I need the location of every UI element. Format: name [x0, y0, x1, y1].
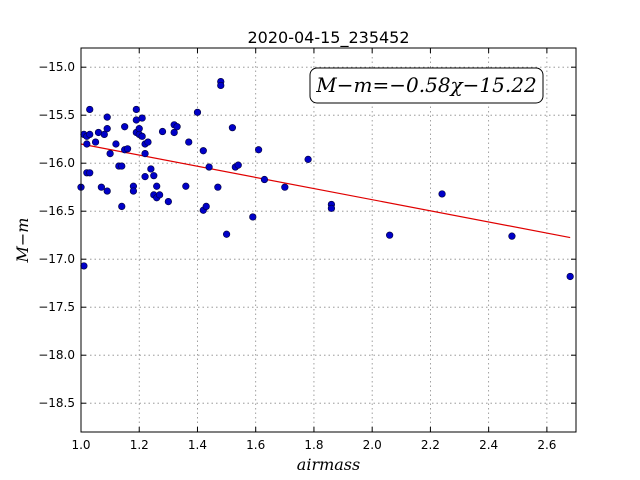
data-point: [327, 204, 336, 212]
x-axis-label: airmass: [297, 455, 360, 474]
data-point: [141, 150, 149, 158]
y-tick-label: −17.5: [38, 300, 75, 314]
x-tick-label: 1.6: [246, 438, 265, 452]
data-point: [228, 124, 237, 132]
data-point: [132, 105, 140, 114]
data-point: [103, 187, 111, 195]
data-point: [141, 173, 149, 181]
data-point: [234, 161, 242, 169]
fit-line: [80, 143, 571, 239]
equation-annotation: M−m=−0.58χ−15.22: [309, 67, 544, 104]
data-point: [144, 138, 152, 146]
x-tick-label: 1.4: [188, 438, 207, 452]
data-point: [386, 231, 394, 239]
data-point: [255, 146, 263, 154]
data-point: [86, 105, 94, 114]
data-point: [112, 140, 120, 148]
data-point: [138, 114, 146, 122]
plot-background: [81, 48, 576, 432]
x-tick-label: 2.2: [421, 438, 440, 452]
data-point: [138, 132, 146, 140]
grid: [81, 48, 576, 432]
data-point: [86, 169, 94, 177]
data-point: [129, 187, 138, 195]
data-point: [249, 213, 257, 221]
data-point: [217, 81, 225, 90]
data-point: [86, 130, 94, 138]
data-point: [150, 172, 158, 180]
data-point: [205, 163, 213, 171]
x-tick-label: 2.0: [363, 438, 382, 452]
data-point: [80, 262, 88, 270]
data-point: [118, 202, 126, 210]
data-point: [199, 147, 207, 155]
data-point: [147, 165, 155, 173]
ticks: 1.0 1.2 1.4 1.6 1.8 2.0 2.2 2.4 2.6 −15.0 −15.5 −16…: [38, 48, 576, 452]
data-point: [118, 162, 126, 170]
y-tick-label: −18.5: [38, 396, 75, 410]
data-point: [170, 128, 178, 137]
data-point: [508, 232, 516, 240]
data-point: [106, 150, 114, 158]
data-point: [222, 230, 231, 238]
fit-line-group: [80, 143, 571, 239]
data-point: [173, 123, 181, 131]
data-point: [135, 125, 143, 133]
y-tick-label: −16.5: [38, 204, 75, 218]
data-point: [153, 182, 161, 190]
data-point: [193, 108, 202, 116]
data-point: [103, 125, 111, 133]
y-tick-label: −15.5: [38, 108, 75, 122]
data-point: [164, 198, 172, 206]
data-point: [156, 191, 164, 199]
x-tick-label: 1.2: [130, 438, 149, 452]
data-point: [100, 130, 108, 138]
data-point: [566, 272, 574, 281]
y-tick-label: −15.0: [38, 60, 75, 74]
annotation-box: [309, 67, 544, 104]
data-point: [182, 182, 190, 190]
data-point: [158, 127, 167, 136]
data-point: [121, 123, 129, 131]
x-tick-label: 2.4: [479, 438, 498, 452]
data-point: [214, 183, 222, 191]
x-tick-label: 1.8: [304, 438, 323, 452]
y-tick-label: −16.0: [38, 156, 75, 170]
y-axis-label: M−m: [13, 218, 32, 264]
data-point: [185, 138, 193, 146]
data-point: [83, 140, 91, 148]
data-point: [91, 138, 100, 146]
y-tick-label: −18.0: [38, 348, 75, 362]
points-group: [77, 77, 574, 281]
data-point: [260, 175, 269, 184]
data-point: [103, 113, 111, 121]
chart-title: 2020-04-15_235452: [247, 28, 409, 48]
data-point: [438, 190, 446, 198]
data-point: [304, 155, 312, 163]
annotation-text: M−m=−0.58χ−15.22: [315, 73, 536, 97]
data-point: [202, 202, 210, 210]
data-point: [281, 183, 289, 191]
x-tick-label: 2.6: [537, 438, 556, 452]
y-tick-label: −17.0: [38, 252, 75, 266]
x-tick-label: 1.0: [71, 438, 90, 452]
data-point: [123, 145, 132, 153]
data-point: [97, 183, 105, 191]
plot-frame: [80, 47, 577, 433]
